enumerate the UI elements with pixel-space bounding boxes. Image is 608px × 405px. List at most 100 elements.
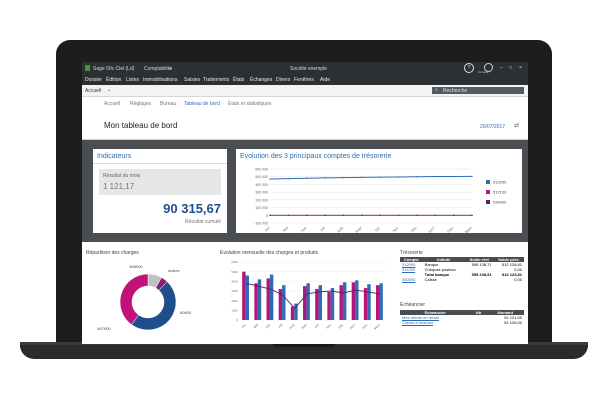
- data-point: [342, 176, 345, 179]
- bottom-dashboard-area: Répartition des charges Autres 606000 6060…: [82, 242, 528, 344]
- table-row[interactable]: 512000 Banque 595 138,71 512 128,81: [400, 262, 524, 267]
- bar-Charges: [376, 285, 380, 320]
- bar-Charges: [363, 288, 368, 320]
- bar-Produits: [294, 303, 298, 320]
- data-point: [306, 177, 308, 179]
- bar-Produits: [318, 285, 323, 320]
- x-tick-label: Avr: [241, 323, 247, 329]
- account-label: Compte: [478, 70, 489, 74]
- search-input[interactable]: Recherche: [443, 88, 468, 94]
- month-result-label: Résultat du mois: [103, 173, 141, 179]
- menu-item-fenetres[interactable]: Fenêtres: [294, 77, 314, 83]
- treso-line-chart: 600 000 500 000 400 000 300 000 200 000 100 0…: [254, 168, 507, 234]
- tab-etats-statistiques[interactable]: États et statistiques: [228, 101, 272, 107]
- month-result-box: Résultat du mois 1 121,17: [99, 169, 221, 195]
- menu-item-dossier[interactable]: Dossier: [85, 77, 102, 83]
- table-cell-link[interactable]: 511000: [402, 267, 416, 272]
- menu-item-aide[interactable]: Aide: [320, 77, 331, 83]
- evolution-title: Evolution mensuelle des charges et produ…: [220, 250, 319, 256]
- x-tick-label: Mai: [282, 226, 289, 233]
- table-row[interactable]: Clients à relancer 51 126,00: [400, 320, 524, 325]
- close-icon[interactable]: ×: [519, 65, 522, 71]
- legend-swatch: [486, 190, 490, 194]
- x-tick-label: Août: [288, 323, 295, 330]
- menu-item-echanges[interactable]: Échanges: [250, 77, 273, 83]
- menu-item-edition[interactable]: Édition: [106, 77, 122, 83]
- table-header: Échéancier: [424, 310, 446, 315]
- maximize-icon[interactable]: □: [509, 65, 513, 71]
- menu-item-saisies[interactable]: Saisies: [184, 77, 201, 83]
- slice-label: 606000: [129, 264, 143, 269]
- title-bar: Sage 50c Ciel (Ld) Comptabilité ▾ Sociét…: [82, 62, 528, 75]
- x-tick-label: Sept: [355, 226, 363, 233]
- date-field[interactable]: 20/07/2017: [480, 124, 506, 130]
- table-cell-link[interactable]: 512000: [402, 262, 416, 267]
- x-tick-label: Avr: [264, 225, 271, 232]
- y-tick-label: 100 000: [255, 206, 268, 210]
- app-screen: Sage 50c Ciel (Ld) Comptabilité ▾ Sociét…: [82, 62, 528, 344]
- table-cell: Chèques postaux: [424, 267, 456, 272]
- menu-item-traitements[interactable]: Traitements: [203, 77, 230, 83]
- table-cell-link[interactable]: 530000: [402, 277, 416, 282]
- table-cell-link[interactable]: Clients à relancer: [402, 320, 434, 325]
- app-logo-icon: [85, 65, 90, 71]
- tab-bureau[interactable]: Bureau: [160, 101, 177, 107]
- data-point: [471, 214, 473, 216]
- chevron-down-icon[interactable]: ▾: [170, 66, 173, 71]
- table-row[interactable]: 511000 Chèques postaux 0,00: [400, 267, 524, 272]
- table-cell-link[interactable]: Mes clients en retard: [402, 315, 440, 320]
- bar-Produits: [342, 282, 347, 320]
- menu-item-immobilisations[interactable]: Immobilisations: [143, 77, 178, 83]
- tresorerie-table: Compte Intitulé Solde réel Solde prév. 5…: [400, 257, 524, 282]
- module-selector[interactable]: Comptabilité: [144, 66, 172, 72]
- x-tick-label: Mars: [373, 323, 381, 331]
- treso-chart-card: Evolution des 3 principaux comptes de tr…: [236, 149, 522, 233]
- bar-Charges: [278, 289, 283, 320]
- x-tick-label: Mars: [464, 226, 473, 233]
- minimize-icon[interactable]: –: [500, 65, 503, 71]
- bar-Charges: [290, 306, 295, 320]
- table-cell: [471, 320, 487, 325]
- bar-Charges: [327, 291, 331, 320]
- help-icon[interactable]: ?: [464, 63, 474, 73]
- menu-item-etats[interactable]: États: [233, 77, 245, 83]
- x-tick-label: Juin: [264, 323, 271, 330]
- x-tick-label: 2017: [349, 323, 357, 331]
- bar-Produits: [355, 280, 359, 320]
- treso-chart-title: Evolution des 3 principaux comptes de tr…: [240, 153, 392, 160]
- bar-Charges: [339, 285, 343, 320]
- x-tick-label: Juil: [319, 226, 326, 233]
- indicateurs-card: Indicateurs Résultat du mois 1 121,17 90…: [93, 149, 227, 233]
- data-point: [361, 214, 363, 216]
- tresorerie-title: Trésorerie: [400, 250, 423, 256]
- tab-accueil[interactable]: Accueil: [104, 101, 121, 107]
- app-title: Sage 50c Ciel (Ld): [93, 66, 135, 72]
- tab-tableau-de-bord[interactable]: Tableau de bord: [184, 101, 220, 107]
- refresh-icon[interactable]: ⇄: [514, 123, 520, 129]
- menu-item-divers[interactable]: Divers: [276, 77, 291, 83]
- data-point: [269, 214, 271, 216]
- y-tick-label: 0: [266, 214, 268, 218]
- chevron-down-icon[interactable]: ⌄: [107, 87, 112, 93]
- menu-item-listes[interactable]: Listes: [126, 77, 140, 83]
- bar-Produits: [379, 283, 383, 320]
- tab-reglages[interactable]: Réglages: [130, 101, 152, 107]
- data-point: [434, 214, 436, 216]
- y-tick-label: 200 000: [255, 198, 268, 202]
- nav-bar: Accueil ⌄ ⌕ Recherche: [82, 85, 528, 97]
- table-row[interactable]: Mes clients en retard 51 121,00: [400, 315, 524, 320]
- home-dropdown[interactable]: Accueil: [85, 88, 102, 94]
- menu-bar: Dossier Édition Listes Immobilisations S…: [82, 75, 528, 85]
- search-box[interactable]: ⌕ Recherche: [432, 87, 524, 94]
- x-tick-label: Juil: [277, 323, 283, 329]
- account-icon[interactable]: [484, 63, 493, 72]
- x-tick-label: Oct: [374, 226, 381, 233]
- data-point: [287, 177, 290, 180]
- table-header: Nb: [475, 310, 482, 315]
- series-line-Résultat: [245, 282, 380, 310]
- table-cell: 595 238,51: [471, 272, 492, 277]
- y-tick-label: 1000: [231, 309, 238, 313]
- data-point: [324, 177, 326, 179]
- breadcrumb: Accueil Réglages Bureau Tableau de bord …: [82, 97, 528, 109]
- table-row[interactable]: 530000 Caisse 0,00: [400, 277, 524, 282]
